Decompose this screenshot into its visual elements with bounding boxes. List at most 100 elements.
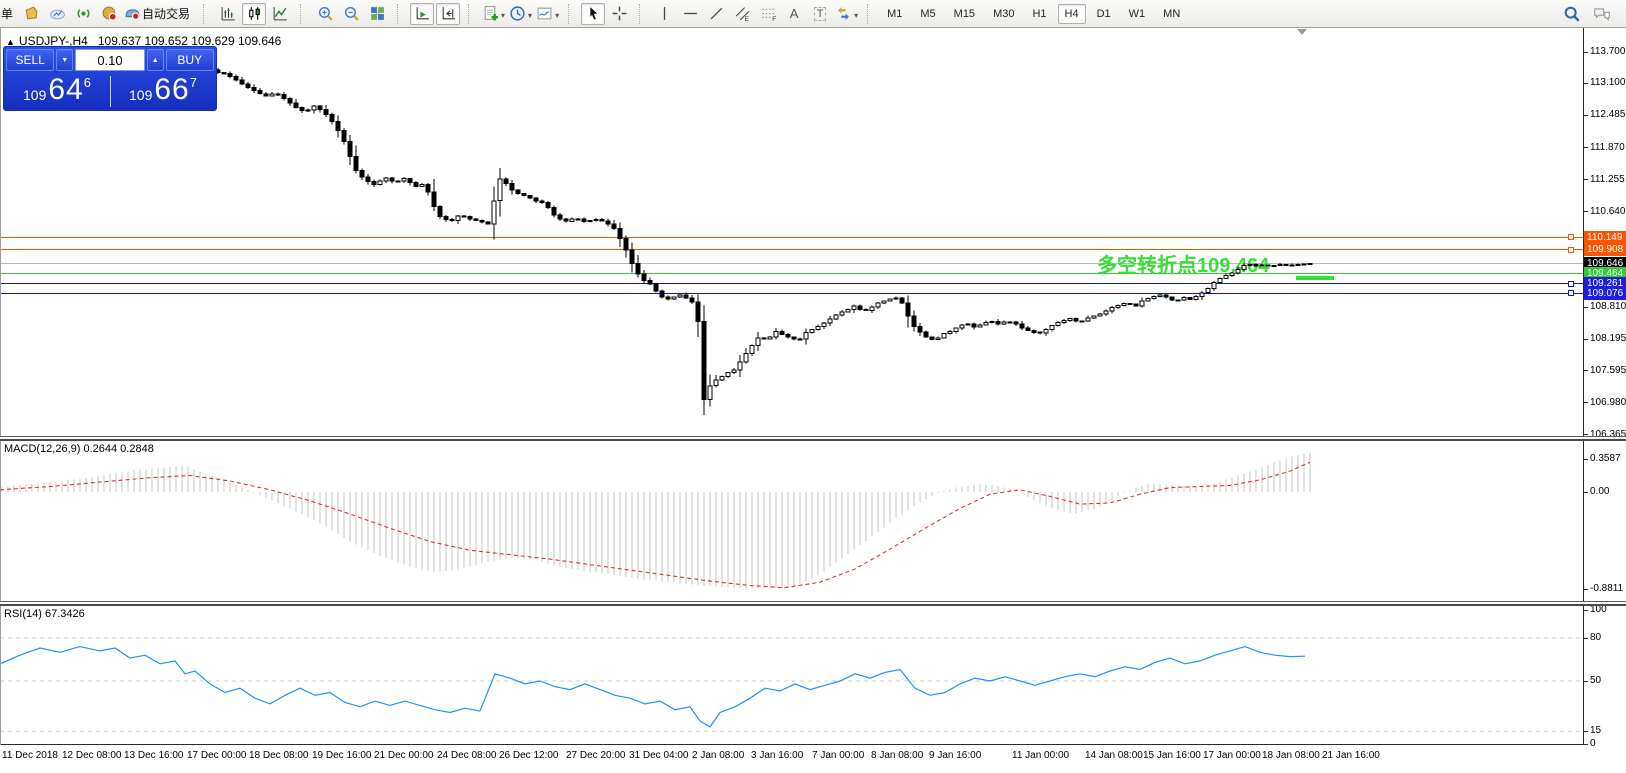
chart-title: ▲ USDJPY-,H4 109.637 109.652 109.629 109.6… (6, 34, 281, 48)
buy-price[interactable]: 109 66 7 (110, 74, 216, 109)
pivot-trend-segment[interactable] (1296, 276, 1334, 280)
chart-shift-marker[interactable] (1297, 29, 1307, 35)
auto-scroll-button[interactable] (410, 2, 435, 25)
date-label: 14 Jan 08:00 (1085, 750, 1143, 761)
cloud-icon (49, 5, 66, 22)
price-axis-tick-label: 111.870 (1590, 141, 1625, 153)
price-line-109.908[interactable] (0, 249, 1583, 251)
search-button[interactable] (1560, 3, 1584, 25)
text-label-button[interactable]: T (808, 3, 832, 25)
cursor-button[interactable] (581, 2, 606, 25)
line-handle[interactable] (1568, 234, 1574, 241)
price-label-109.464: 109.464 (1584, 266, 1626, 280)
line-handle[interactable] (1568, 246, 1574, 253)
rsi-axis-label: 80 (1590, 632, 1602, 643)
svg-text:E: E (744, 16, 748, 22)
trendline-button[interactable] (704, 3, 728, 25)
signals-button[interactable] (71, 3, 95, 25)
price-axis[interactable]: 113.700 113.100 112.485 111.870 111.255 110.6… (1583, 28, 1626, 749)
arrows-button[interactable] (834, 3, 859, 25)
timeframe-h1[interactable]: H1 (1032, 7, 1047, 20)
text-button[interactable]: A (782, 3, 806, 25)
fibonacci-button[interactable]: F (756, 3, 780, 25)
date-label: 2 Jan 08:00 (692, 750, 745, 761)
text-label-icon: T (813, 6, 827, 21)
bar-chart-button[interactable] (216, 3, 240, 25)
price-axis-border (1583, 28, 1584, 745)
volume-down-button[interactable]: ▼ (56, 49, 73, 71)
vertical-line-button[interactable] (652, 3, 676, 25)
macd-indicator-chart[interactable] (0, 441, 1583, 601)
price-axis-tick-label: 108.810 (1590, 301, 1626, 313)
line-handle[interactable] (1568, 290, 1574, 297)
rsi-indicator-chart[interactable] (0, 606, 1583, 744)
price-axis-tick (1583, 306, 1588, 308)
volume-input[interactable] (75, 49, 145, 71)
periods-button[interactable] (508, 3, 533, 25)
symbol-collapse-icon[interactable]: ▲ (6, 37, 15, 47)
date-label: 13 Dec 16:00 (124, 750, 184, 761)
candlestick-icon (246, 5, 263, 22)
rsi-axis-tick (1583, 680, 1588, 682)
timeframe-m15[interactable]: M15 (953, 7, 976, 20)
dropdown-arrow-icon (526, 5, 532, 23)
price-line-110.149[interactable] (0, 236, 1583, 238)
price-axis-tick-label: 112.485 (1590, 109, 1626, 121)
horizontal-line-button[interactable] (678, 3, 702, 25)
pivot-annotation-text[interactable]: 多空转折点109.464 (1097, 255, 1270, 277)
timeframe-m30[interactable]: M30 (993, 7, 1015, 20)
price-line-109.464[interactable] (0, 272, 1583, 274)
buy-button[interactable]: BUY (165, 49, 214, 71)
chart-window[interactable]: 113.700 113.100 112.485 111.870 111.255 110.6… (0, 28, 1626, 773)
dropdown-arrow-icon (852, 5, 858, 23)
timeframe-mn[interactable]: MN (1163, 7, 1181, 20)
sell-price-big: 64 (48, 72, 84, 106)
toolbar-separator (639, 3, 646, 24)
rsi-window-splitter[interactable] (0, 601, 1626, 606)
volume-up-button[interactable]: ▲ (147, 49, 164, 71)
cursor-icon (585, 5, 602, 22)
zoom-out-button[interactable] (339, 3, 363, 25)
price-line-109.076[interactable] (0, 292, 1583, 294)
price-divider (110, 76, 111, 107)
toolbar-separator (468, 3, 475, 24)
channel-button[interactable]: E (730, 3, 754, 25)
rsi-axis-tick (1583, 609, 1588, 611)
candlestick-chart[interactable] (0, 28, 1583, 436)
chart-shift-button[interactable] (436, 2, 461, 25)
toolbar-separator (300, 3, 307, 24)
timeframe-w1[interactable]: W1 (1128, 7, 1146, 20)
indicators-button[interactable] (481, 3, 506, 25)
macd-axis-tick (1583, 588, 1588, 590)
market-button[interactable] (97, 3, 121, 25)
line-handle[interactable] (1568, 280, 1574, 287)
vertical-line-icon (656, 5, 673, 22)
tile-windows-button[interactable] (365, 3, 389, 25)
zoom-in-button[interactable] (313, 3, 337, 25)
candlestick-chart-button[interactable] (242, 2, 267, 25)
timeframe-d1[interactable]: D1 (1096, 7, 1111, 20)
price-axis-tick-label: 110.640 (1590, 205, 1626, 217)
chart-objects-layer (0, 28, 1583, 745)
rsi-axis-tick (1583, 637, 1588, 639)
sell-price[interactable]: 109 64 6 (4, 72, 110, 109)
timeframe-h4[interactable]: H4 (1057, 3, 1086, 24)
line-chart-icon (272, 5, 289, 22)
dropdown-arrow-icon (553, 5, 559, 23)
macd-window-splitter[interactable] (0, 436, 1626, 441)
timeframe-m1[interactable]: M1 (887, 7, 903, 20)
cloud-button[interactable] (45, 3, 69, 25)
new-chart-button[interactable] (19, 3, 43, 25)
crosshair-button[interactable] (607, 3, 631, 25)
date-label: 21 Dec 00:00 (374, 750, 434, 761)
autotrading-button[interactable]: 自动交易 (123, 3, 195, 25)
sell-button[interactable]: SELL (6, 49, 55, 71)
new-order-button[interactable]: 单 (1, 7, 14, 21)
timeframe-m5[interactable]: M5 (920, 7, 936, 20)
chat-button[interactable] (1590, 3, 1614, 25)
price-line-109.261[interactable] (0, 283, 1583, 285)
templates-button[interactable] (535, 3, 560, 25)
date-label: 17 Jan 00:00 (1203, 750, 1261, 761)
price-line-109.646[interactable] (0, 263, 1583, 265)
line-chart-button[interactable] (268, 3, 292, 25)
